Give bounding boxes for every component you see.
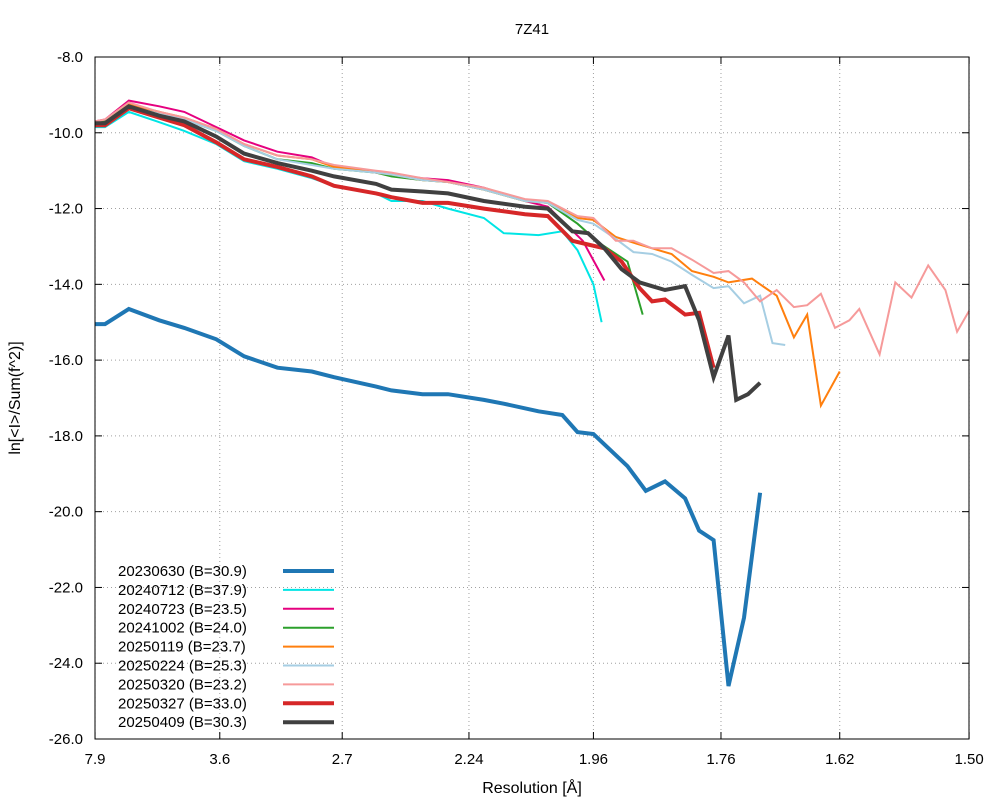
series-line	[94, 101, 970, 358]
y-tick-label: -8.0	[57, 49, 83, 66]
legend: 20230630 (B=30.9) 20240712 (B=37.9) 202407…	[118, 563, 334, 731]
legend-label: 20240723 (B=23.5)	[118, 601, 247, 618]
legend-label: 20250409 (B=30.3)	[118, 714, 247, 731]
x-tick-label: 2.7	[332, 751, 353, 768]
y-tick-label: -20.0	[49, 504, 83, 521]
series-line	[95, 104, 762, 403]
series-line	[95, 105, 716, 369]
legend-label: 20250320 (B=23.2)	[118, 676, 247, 693]
legend-label: 20250224 (B=25.3)	[118, 658, 247, 675]
x-tick-label: 1.62	[825, 751, 854, 768]
legend-label: 20250119 (B=23.7)	[118, 639, 246, 656]
y-tick-label: -26.0	[49, 731, 83, 748]
y-tick-label: -18.0	[49, 428, 83, 445]
x-axis-label: Resolution [Å]	[482, 778, 582, 797]
y-tick-label: -10.0	[49, 125, 83, 142]
y-tick-label: -24.0	[49, 655, 83, 672]
legend-label: 20230630 (B=30.9)	[118, 563, 247, 580]
x-tick-label: 3.6	[209, 751, 230, 768]
x-tick-label: 2.24	[454, 751, 483, 768]
legend-label: 20241002 (B=24.0)	[118, 620, 247, 637]
x-tick-label: 1.50	[954, 751, 983, 768]
series-layer	[94, 99, 970, 687]
series-line	[95, 306, 763, 687]
chart-title: 7Z41	[515, 21, 549, 38]
y-tick-label: -22.0	[49, 579, 83, 596]
x-tick-label: 1.96	[579, 751, 608, 768]
legend-label: 20250327 (B=33.0)	[118, 695, 247, 712]
x-tick-label: 7.9	[85, 751, 106, 768]
y-tick-label: -14.0	[49, 276, 83, 293]
x-tick-label: 1.76	[706, 751, 735, 768]
series-line	[95, 110, 603, 323]
legend-label: 20240712 (B=37.9)	[118, 582, 247, 599]
y-axis-ticks: -8.0 -10.0 -12.0 -14.0 -16.0 -18.0 -20.0 -22.0 -…	[49, 49, 969, 748]
y-tick-label: -12.0	[49, 201, 83, 218]
y-axis-label: ln[<I>/Sum(f^2)]	[7, 341, 24, 454]
y-tick-label: -16.0	[49, 352, 83, 369]
plot-frame	[94, 56, 970, 740]
series-line	[95, 105, 786, 346]
